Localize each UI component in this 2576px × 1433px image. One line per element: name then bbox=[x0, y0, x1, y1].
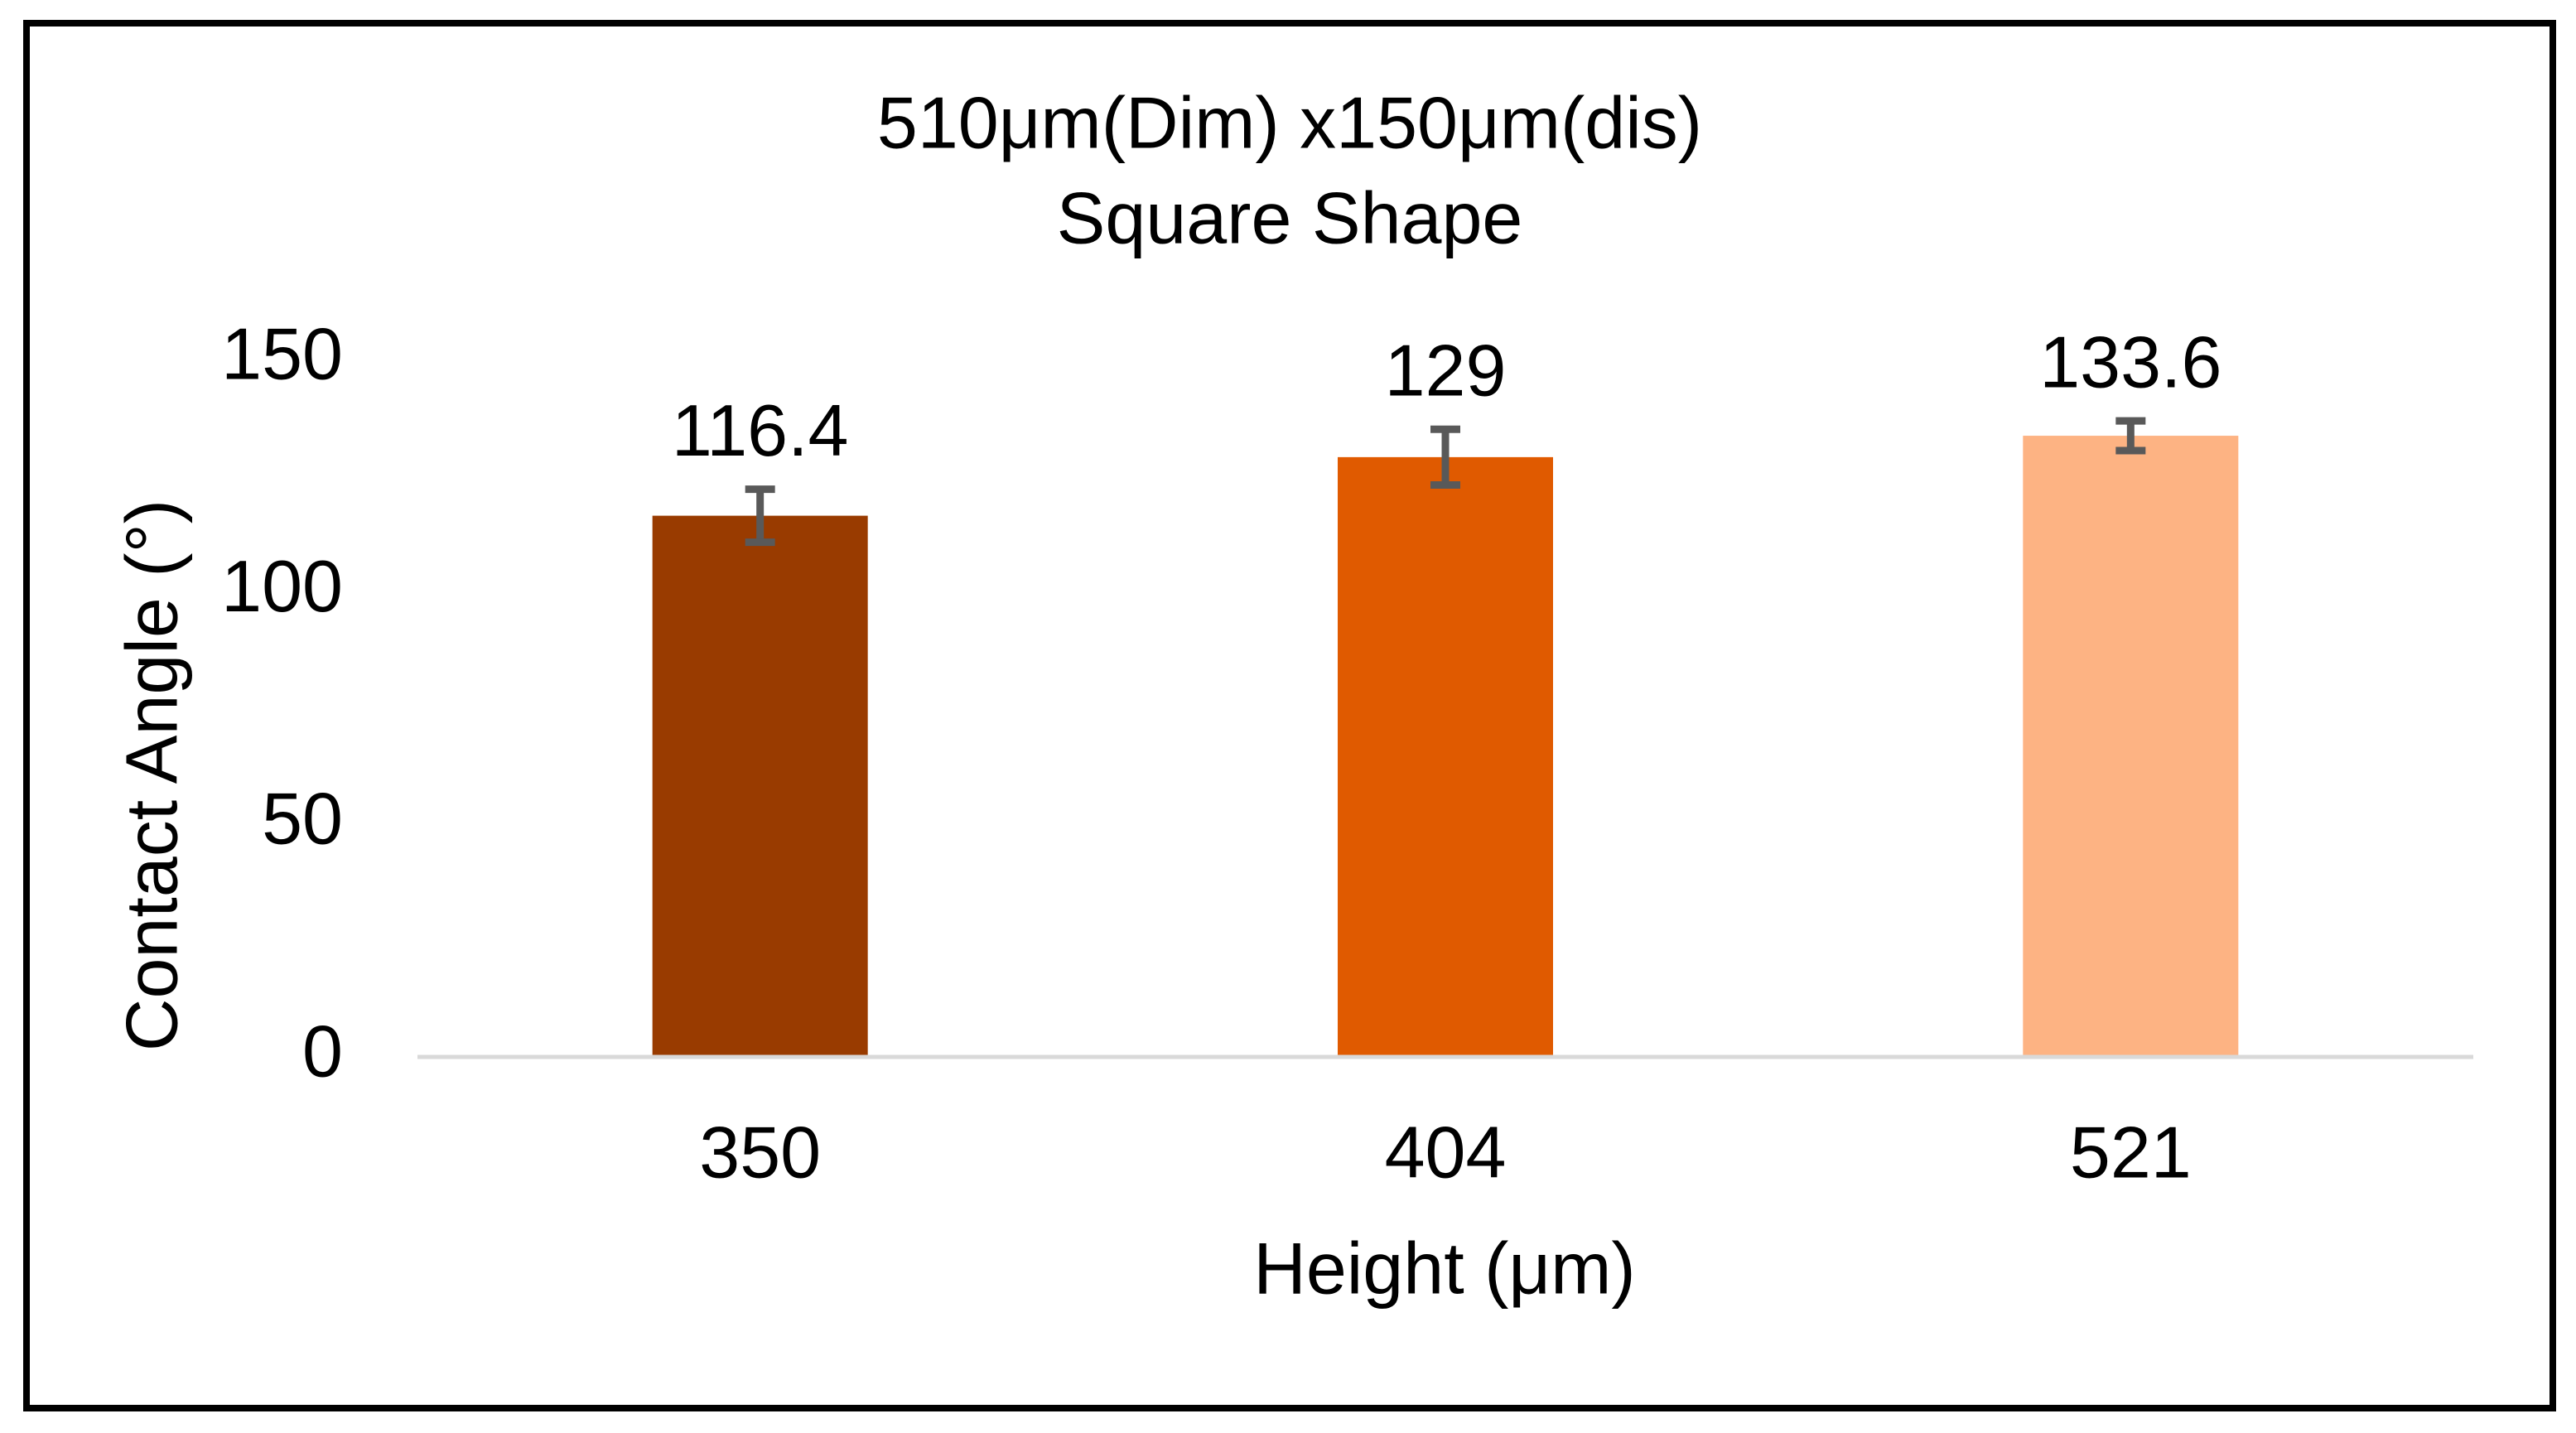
data-label: 133.6 bbox=[2039, 321, 2221, 403]
data-label: 129 bbox=[1385, 329, 1507, 411]
error-bar bbox=[2115, 417, 2146, 455]
chart-title: 510μm(Dim) x150μm(dis) bbox=[877, 81, 1702, 163]
y-axis-label: Contact Angle (°) bbox=[110, 499, 192, 1051]
y-tick-label: 0 bbox=[302, 1010, 343, 1092]
x-tick-label: 404 bbox=[1385, 1111, 1507, 1193]
y-tick-label: 150 bbox=[221, 312, 343, 394]
chart-subtitle: Square Shape bbox=[1057, 176, 1523, 258]
bar bbox=[1338, 456, 1553, 1057]
x-axis-label: Height (μm) bbox=[1253, 1227, 1635, 1309]
bar bbox=[652, 515, 868, 1057]
x-tick-label: 350 bbox=[699, 1111, 821, 1193]
bar bbox=[2023, 436, 2239, 1057]
y-tick-label: 100 bbox=[221, 545, 343, 627]
data-label: 116.4 bbox=[672, 389, 849, 471]
error-bar bbox=[1430, 425, 1460, 490]
x-tick-label: 521 bbox=[2070, 1111, 2192, 1193]
y-tick-label: 50 bbox=[262, 778, 343, 860]
error-bar bbox=[745, 485, 775, 547]
